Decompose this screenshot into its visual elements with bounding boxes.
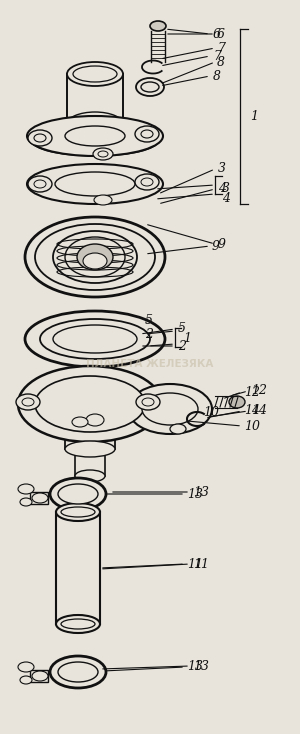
- Text: 13: 13: [187, 661, 203, 674]
- Ellipse shape: [73, 66, 117, 82]
- Ellipse shape: [94, 195, 112, 205]
- Text: 5: 5: [145, 314, 153, 327]
- Ellipse shape: [61, 619, 95, 629]
- Ellipse shape: [141, 178, 153, 186]
- Text: 7: 7: [217, 42, 225, 54]
- Ellipse shape: [128, 384, 212, 434]
- Ellipse shape: [32, 671, 48, 681]
- Ellipse shape: [27, 116, 163, 156]
- Ellipse shape: [50, 478, 106, 510]
- Ellipse shape: [61, 507, 95, 517]
- Ellipse shape: [98, 151, 108, 157]
- Ellipse shape: [35, 224, 155, 290]
- Text: ПЛАНЕТА ЖЕЛЕЗЯКА: ПЛАНЕТА ЖЕЛЕЗЯКА: [86, 359, 214, 369]
- Ellipse shape: [141, 82, 159, 92]
- Text: 3: 3: [218, 162, 226, 175]
- Text: 14: 14: [251, 404, 267, 418]
- Text: 9: 9: [212, 239, 220, 252]
- Text: 8: 8: [217, 56, 225, 68]
- Text: 9: 9: [218, 238, 226, 250]
- Ellipse shape: [75, 470, 105, 482]
- Ellipse shape: [67, 62, 123, 86]
- Text: 14: 14: [244, 404, 260, 418]
- Ellipse shape: [142, 393, 198, 425]
- Ellipse shape: [35, 376, 145, 432]
- Ellipse shape: [20, 498, 32, 506]
- Text: 13: 13: [187, 487, 203, 501]
- Text: 7: 7: [213, 49, 221, 62]
- Text: 13: 13: [193, 660, 209, 672]
- Ellipse shape: [27, 164, 163, 204]
- Ellipse shape: [18, 366, 162, 442]
- Ellipse shape: [34, 134, 46, 142]
- Ellipse shape: [18, 484, 34, 494]
- Ellipse shape: [86, 414, 104, 426]
- Ellipse shape: [25, 311, 165, 367]
- Text: 2: 2: [178, 340, 186, 352]
- Ellipse shape: [77, 244, 113, 270]
- Ellipse shape: [50, 656, 106, 688]
- Ellipse shape: [136, 78, 164, 96]
- Ellipse shape: [16, 394, 40, 410]
- Ellipse shape: [56, 503, 100, 521]
- Ellipse shape: [136, 394, 160, 410]
- Ellipse shape: [83, 253, 107, 269]
- Ellipse shape: [20, 676, 32, 684]
- Ellipse shape: [229, 396, 245, 408]
- Text: 10: 10: [244, 420, 260, 432]
- Ellipse shape: [18, 662, 34, 672]
- Text: 5: 5: [178, 322, 186, 335]
- Ellipse shape: [34, 180, 46, 188]
- Text: 11: 11: [187, 558, 203, 570]
- Ellipse shape: [25, 217, 165, 297]
- Text: 12: 12: [244, 385, 260, 399]
- Text: 6: 6: [213, 27, 221, 40]
- Text: 6: 6: [217, 27, 225, 40]
- Text: 8: 8: [213, 70, 221, 82]
- Ellipse shape: [58, 662, 98, 682]
- Text: 11: 11: [193, 558, 209, 570]
- Ellipse shape: [53, 231, 137, 283]
- Text: 4: 4: [218, 183, 226, 195]
- Ellipse shape: [28, 130, 52, 146]
- Ellipse shape: [58, 484, 98, 504]
- Ellipse shape: [65, 441, 115, 457]
- Text: 13: 13: [193, 485, 209, 498]
- Text: 2: 2: [145, 327, 153, 341]
- Ellipse shape: [55, 172, 135, 196]
- Ellipse shape: [150, 21, 166, 31]
- Ellipse shape: [40, 319, 150, 359]
- Ellipse shape: [56, 615, 100, 633]
- Bar: [30, 492, 48, 504]
- Ellipse shape: [65, 126, 125, 146]
- Text: 4: 4: [222, 192, 230, 206]
- Ellipse shape: [93, 148, 113, 160]
- Ellipse shape: [135, 126, 159, 142]
- Ellipse shape: [67, 112, 123, 136]
- Ellipse shape: [141, 130, 153, 138]
- Ellipse shape: [170, 424, 186, 434]
- Ellipse shape: [72, 417, 88, 427]
- Text: 3: 3: [222, 183, 230, 195]
- Bar: [30, 670, 48, 682]
- Text: 12: 12: [251, 385, 267, 398]
- Ellipse shape: [22, 398, 34, 406]
- Ellipse shape: [53, 325, 137, 353]
- Ellipse shape: [142, 398, 154, 406]
- Ellipse shape: [28, 176, 52, 192]
- Text: 1: 1: [250, 111, 258, 123]
- Ellipse shape: [135, 174, 159, 190]
- Text: 10: 10: [203, 405, 219, 418]
- Ellipse shape: [32, 493, 48, 503]
- Text: 1: 1: [183, 332, 191, 344]
- Ellipse shape: [65, 237, 125, 277]
